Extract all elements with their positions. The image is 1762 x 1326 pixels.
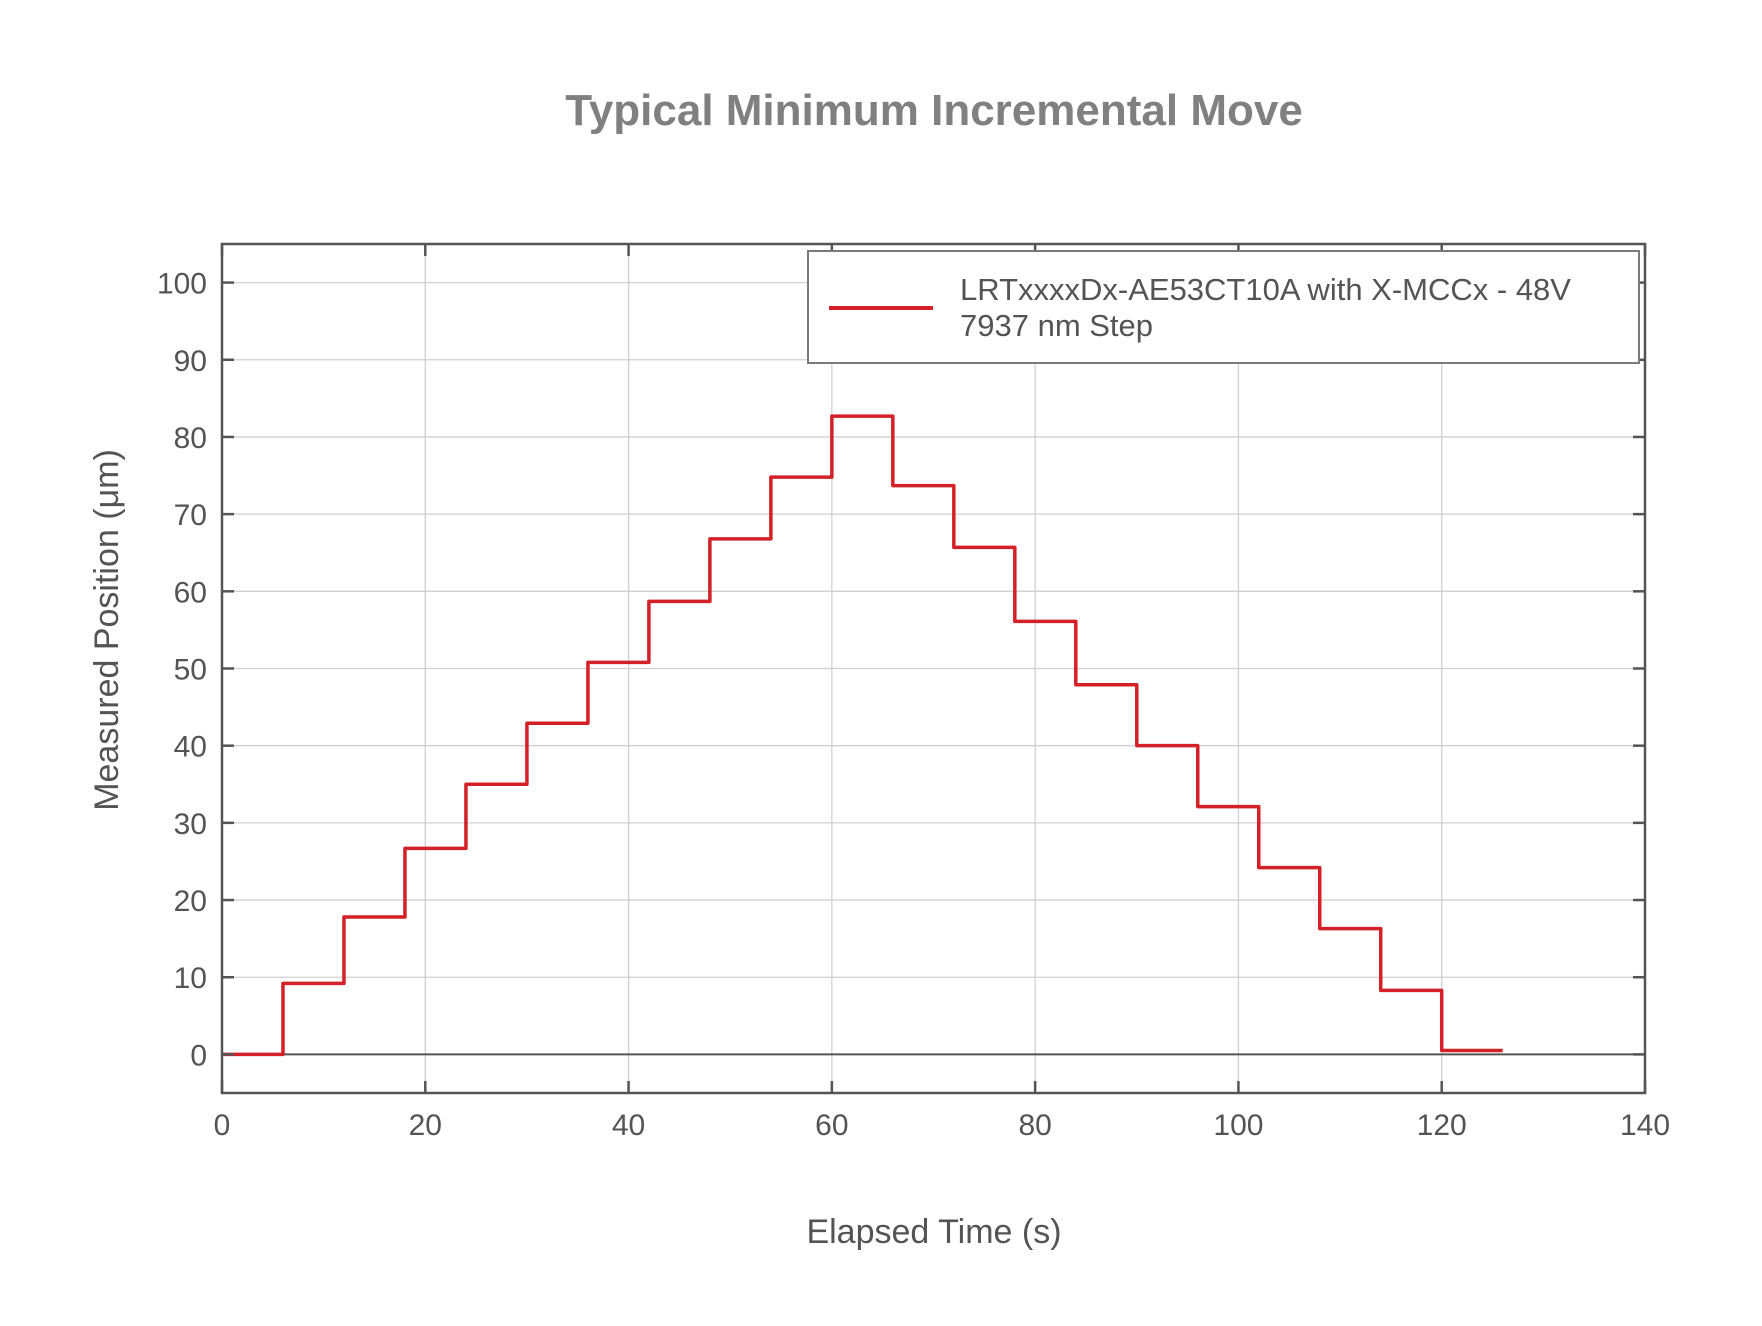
series-line — [222, 414, 1503, 1057]
y-axis-label: Measured Position (μm) — [88, 449, 126, 811]
y-tick-label: 20 — [174, 885, 207, 918]
x-tick-label: 0 — [214, 1109, 231, 1142]
x-tick-label: 40 — [612, 1109, 645, 1142]
y-tick-label: 100 — [157, 268, 207, 301]
legend-entry-line-2: 7937 nm Step — [960, 308, 1153, 343]
y-tick-label: 40 — [174, 731, 207, 764]
y-tick-label: 0 — [190, 1039, 207, 1072]
y-tick-labels: 0 10 20 30 40 50 60 70 80 90 100 — [157, 268, 207, 1073]
x-axis-label: Elapsed Time (s) — [806, 1213, 1061, 1251]
x-tick-label: 140 — [1620, 1109, 1670, 1142]
x-tick-label: 60 — [815, 1109, 848, 1142]
x-tick-label: 20 — [409, 1109, 442, 1142]
y-tick-label: 90 — [174, 345, 207, 378]
y-tick-label: 50 — [174, 654, 207, 687]
legend-box — [807, 250, 1640, 364]
chart-title: Typical Minimum Incremental Move — [565, 86, 1303, 135]
x-tick-labels: 0 20 40 60 80 100 120 140 — [214, 1109, 1670, 1142]
x-tick-label: 80 — [1018, 1109, 1051, 1142]
x-tick-label: 120 — [1417, 1109, 1467, 1142]
y-tick-label: 60 — [174, 576, 207, 609]
legend-entry-line-1: LRTxxxxDx-AE53CT10A with X-MCCx - 48V — [960, 272, 1571, 307]
y-tick-label: 30 — [174, 808, 207, 841]
y-tick-label: 80 — [174, 422, 207, 455]
y-tick-label: 10 — [174, 962, 207, 995]
x-tick-label: 100 — [1213, 1109, 1263, 1142]
data-series — [222, 414, 1503, 1057]
y-tick-label: 70 — [174, 499, 207, 532]
legend: LRTxxxxDx-AE53CT10A with X-MCCx - 48V 79… — [807, 250, 1640, 364]
grid-lines — [222, 244, 1645, 1093]
